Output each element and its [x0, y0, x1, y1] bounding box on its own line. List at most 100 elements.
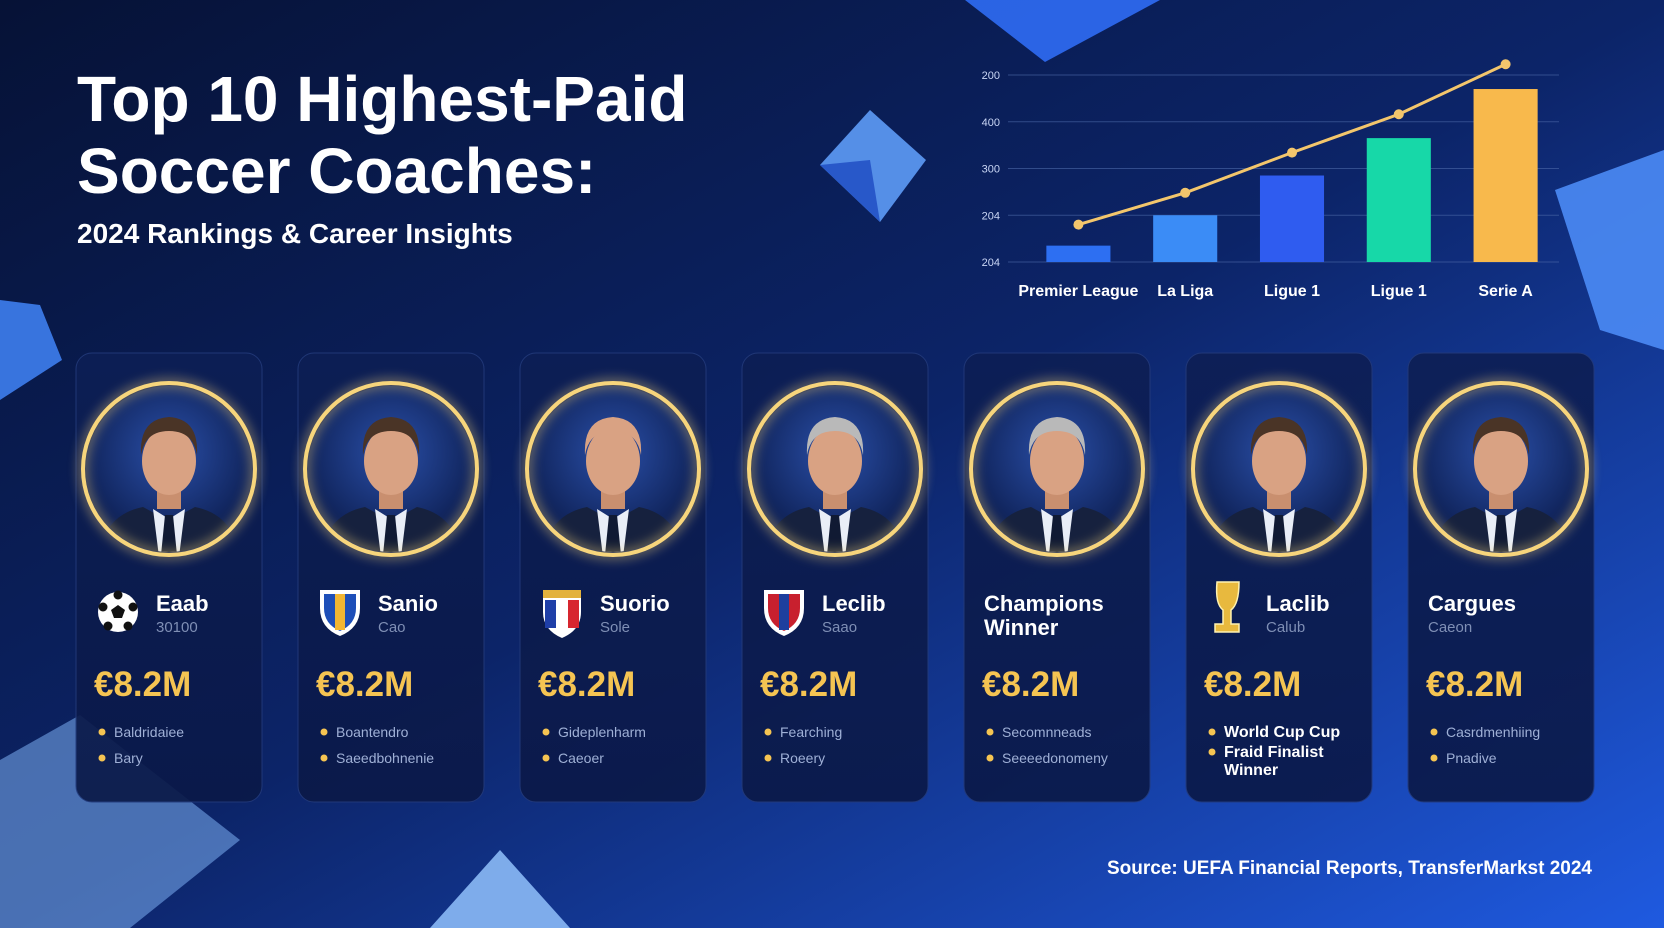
bullet-text: Secomnneads: [1002, 724, 1092, 740]
club-name: Sanio: [378, 591, 438, 616]
icon-shape: [543, 590, 581, 598]
bullet-text: Saeedbohnenie: [336, 750, 434, 766]
icon-shape: [779, 594, 789, 630]
tie: [383, 515, 399, 552]
club-sub: Sole: [600, 619, 630, 636]
bullet-dot: [1430, 728, 1438, 736]
bar: [1046, 245, 1111, 262]
club-icon: [320, 590, 360, 636]
icon-shape: [568, 600, 579, 628]
bullet-dot: [1208, 748, 1216, 756]
bullet-dot: [986, 728, 994, 736]
tie: [1271, 515, 1287, 552]
salary: €8.2M: [1204, 665, 1301, 704]
bullet-text: Bary: [114, 750, 143, 766]
hair: [1250, 417, 1308, 455]
bar: [1473, 89, 1538, 263]
bullet-text: Seeeedonomeny: [1002, 750, 1108, 766]
bullet-text: Fearching: [780, 724, 842, 740]
hair: [806, 417, 864, 455]
icon-shape: [128, 602, 138, 612]
trend-marker: [1073, 219, 1084, 230]
bullet-text: Pnadive: [1446, 750, 1497, 766]
club-sub: 30100: [156, 619, 198, 636]
bullet-text: Caeoer: [558, 750, 604, 766]
bar: [1153, 215, 1218, 262]
hair: [1472, 417, 1530, 455]
portrait-ring: [1413, 381, 1589, 557]
portrait-ring: [81, 381, 257, 557]
bullet-dot: [542, 754, 550, 762]
bullet-text: Boantendro: [336, 724, 409, 740]
y-tick-label: 200: [982, 70, 1000, 82]
trend-marker: [1500, 59, 1511, 70]
tie: [161, 515, 177, 552]
face: [808, 427, 862, 495]
bullet-text: Casrdmenhiing: [1446, 724, 1540, 740]
portrait: [752, 386, 918, 552]
icon-shape: [103, 621, 113, 631]
salary: €8.2M: [760, 665, 857, 704]
coach-card: Sanio Cao €8.2M Boantendro Saeedbohnenie: [297, 352, 485, 803]
bullet-text: Roeery: [780, 750, 825, 766]
bullet-dot: [98, 754, 106, 762]
portrait-ring: [525, 381, 701, 557]
club-icon: [1214, 581, 1240, 633]
title: Top 10 Highest-Paid Soccer Coaches:: [77, 63, 705, 207]
club-name: Laclib: [1266, 591, 1330, 616]
club-sub: Cao: [378, 619, 406, 636]
bullet-text: World Cup Cup: [1224, 724, 1340, 741]
portrait-ring: [969, 381, 1145, 557]
bullet-text: Fraid Finalist Winner: [1224, 744, 1324, 779]
icon-shape: [98, 602, 108, 612]
face: [364, 427, 418, 495]
club-sub: Caeon: [1428, 619, 1472, 636]
x-tick-label: La Liga: [1157, 283, 1213, 300]
icon-shape: [1214, 581, 1240, 633]
tie: [827, 515, 843, 552]
bullet-dot: [542, 728, 550, 736]
club-name: Champions Winner: [984, 591, 1104, 640]
hair: [362, 417, 420, 455]
club-name: Cargues: [1428, 591, 1516, 616]
face: [1030, 427, 1084, 495]
coach-card: Suorio Sole €8.2M Gideplenharm Caeoer: [519, 352, 707, 803]
club-sub: Calub: [1266, 619, 1305, 636]
portrait-ring: [1191, 381, 1367, 557]
coach-card: Champions Winner €8.2M Secomnneads Seeeedono…: [963, 352, 1151, 803]
portrait-ring: [747, 381, 923, 557]
y-tick-label: 300: [982, 164, 1000, 176]
club-name: Eaab: [156, 591, 209, 616]
bullet-text: Baldridaiee: [114, 724, 184, 740]
y-tick-label: 204: [982, 257, 1000, 269]
source: Source: UEFA Financial Reports, Transfer…: [1107, 858, 1592, 879]
x-tick-label: Serie A: [1478, 283, 1533, 300]
coach-card: Laclib Calub €8.2M World Cup Cup Fraid Final…: [1185, 352, 1373, 803]
icon-shape: [545, 600, 556, 628]
icon-shape: [111, 605, 125, 618]
x-tick-label: Ligue 1: [1371, 283, 1427, 300]
bullet-dot: [764, 728, 772, 736]
bar: [1366, 138, 1431, 262]
salary: €8.2M: [94, 665, 191, 704]
hair: [584, 417, 642, 455]
bullet-dot: [320, 728, 328, 736]
portrait: [974, 386, 1140, 552]
subtitle: 2024 Rankings & Career Insights: [77, 218, 513, 249]
bullet-dot: [1430, 754, 1438, 762]
club-icon: [543, 590, 581, 638]
salary: €8.2M: [316, 665, 413, 704]
x-tick-label: Ligue 1: [1264, 283, 1320, 300]
y-tick-label: 400: [982, 117, 1000, 129]
trend-marker: [1393, 109, 1404, 120]
icon-shape: [123, 621, 133, 631]
hair: [140, 417, 198, 455]
bullet-text: Gideplenharm: [558, 724, 646, 740]
bullet-dot: [764, 754, 772, 762]
chart: 204 204 300 400 200 Premier League La Liga Ligu…: [982, 59, 1559, 300]
salary: €8.2M: [538, 665, 635, 704]
trend-marker: [1287, 147, 1297, 158]
icon-shape: [335, 594, 345, 630]
